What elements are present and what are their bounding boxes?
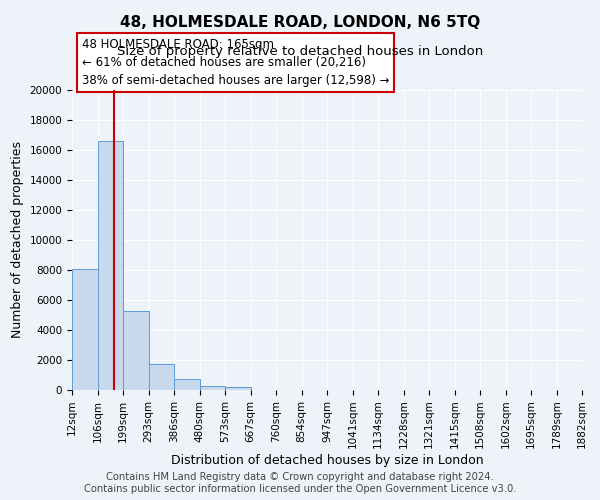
Bar bbox=[225, 387, 251, 390]
Bar bbox=[123, 310, 149, 390]
Y-axis label: Number of detached properties: Number of detached properties bbox=[11, 142, 24, 338]
Text: Contains public sector information licensed under the Open Government Licence v3: Contains public sector information licen… bbox=[84, 484, 516, 494]
Bar bbox=[149, 364, 174, 390]
Bar bbox=[72, 268, 97, 390]
Text: Contains HM Land Registry data © Crown copyright and database right 2024.: Contains HM Land Registry data © Crown c… bbox=[106, 472, 494, 482]
Bar bbox=[97, 141, 123, 390]
Text: Size of property relative to detached houses in London: Size of property relative to detached ho… bbox=[117, 45, 483, 58]
X-axis label: Distribution of detached houses by size in London: Distribution of detached houses by size … bbox=[170, 454, 484, 467]
Bar bbox=[199, 386, 225, 390]
Text: 48, HOLMESDALE ROAD, LONDON, N6 5TQ: 48, HOLMESDALE ROAD, LONDON, N6 5TQ bbox=[120, 15, 480, 30]
Text: 48 HOLMESDALE ROAD: 165sqm
← 61% of detached houses are smaller (20,216)
38% of : 48 HOLMESDALE ROAD: 165sqm ← 61% of deta… bbox=[82, 38, 390, 87]
Bar bbox=[174, 379, 199, 390]
